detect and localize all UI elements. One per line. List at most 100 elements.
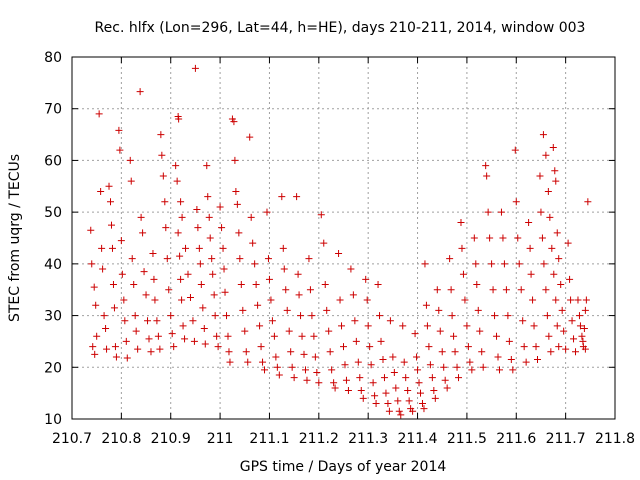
data-point (87, 226, 95, 234)
data-point (507, 356, 515, 364)
data-point (542, 286, 550, 294)
data-point (466, 358, 474, 366)
data-point (110, 304, 118, 312)
x-tick-label: 211.2 (299, 431, 339, 447)
data-point (402, 374, 410, 382)
data-point (457, 218, 465, 226)
y-tick-label: 30 (44, 309, 62, 325)
data-point (426, 361, 434, 369)
y-axis-ticks: 10 20 30 40 50 60 70 80 (44, 50, 615, 428)
data-point (362, 275, 370, 283)
data-point (175, 115, 183, 123)
data-point (140, 268, 148, 276)
data-point (542, 151, 550, 159)
data-point (254, 301, 262, 309)
data-point (102, 325, 110, 332)
data-point (440, 363, 448, 371)
data-point (115, 126, 123, 134)
data-point (366, 343, 374, 351)
data-point (459, 270, 467, 278)
data-point (550, 270, 558, 278)
data-point (178, 296, 186, 304)
data-point (168, 330, 176, 338)
data-point (548, 244, 556, 252)
data-point (422, 301, 430, 309)
data-point (400, 358, 408, 366)
data-point (170, 343, 178, 351)
data-point (558, 306, 566, 314)
data-point (99, 265, 107, 273)
data-point (211, 312, 219, 320)
data-point (474, 306, 482, 314)
data-point (472, 260, 480, 268)
data-point (189, 317, 197, 325)
data-point (230, 118, 238, 126)
x-tick-label: 210.8 (101, 431, 141, 447)
data-point (297, 312, 305, 320)
data-point (298, 332, 306, 340)
data-point (150, 275, 158, 283)
data-point (483, 172, 491, 180)
data-point (399, 322, 407, 330)
data-point (533, 356, 541, 364)
data-point (142, 291, 150, 299)
data-point (275, 371, 283, 379)
data-point (411, 330, 419, 338)
data-point (167, 312, 175, 320)
data-point (305, 255, 313, 263)
data-point (425, 343, 433, 351)
data-point (390, 368, 398, 376)
data-point (536, 172, 544, 180)
data-point (376, 312, 384, 320)
data-point (128, 255, 136, 263)
data-point (123, 354, 131, 362)
x-axis-ticks: 210.7 210.8 210.9 211 211.1 211.2 211.3 211.4 21… (52, 57, 635, 447)
data-point (257, 343, 265, 351)
data-point (157, 131, 165, 139)
data-point (310, 332, 318, 340)
data-point (527, 270, 535, 278)
data-point (455, 374, 463, 382)
data-point (137, 213, 145, 221)
data-point (446, 255, 454, 263)
y-tick-label: 10 (44, 412, 62, 428)
data-point (526, 244, 534, 252)
data-point (544, 187, 552, 195)
data-point (502, 286, 510, 294)
data-point (263, 208, 271, 216)
data-point (190, 337, 198, 345)
data-point (145, 335, 153, 343)
data-point (134, 345, 142, 353)
data-point (436, 327, 444, 335)
data-point (182, 244, 190, 252)
data-point (489, 286, 497, 294)
data-point (331, 384, 339, 392)
data-point (116, 146, 124, 154)
data-point (130, 281, 138, 289)
data-point (463, 322, 471, 330)
data-point (357, 387, 365, 395)
data-point (195, 244, 203, 252)
data-point (382, 389, 390, 397)
data-point (174, 229, 182, 237)
data-point (204, 193, 212, 201)
data-point (557, 281, 565, 289)
data-point (283, 306, 291, 314)
data-point (552, 177, 560, 185)
data-point (159, 172, 167, 180)
data-point (582, 296, 590, 304)
data-point (270, 332, 278, 340)
data-point (394, 397, 402, 405)
data-point (570, 335, 578, 343)
data-point (236, 255, 244, 263)
data-point (186, 293, 194, 301)
data-point (553, 229, 561, 237)
data-point (285, 327, 293, 335)
x-tick-label: 211.1 (249, 431, 289, 447)
data-point (210, 291, 218, 299)
data-point (529, 296, 537, 304)
data-point (470, 234, 478, 242)
data-point (441, 376, 449, 384)
data-point (574, 296, 582, 304)
